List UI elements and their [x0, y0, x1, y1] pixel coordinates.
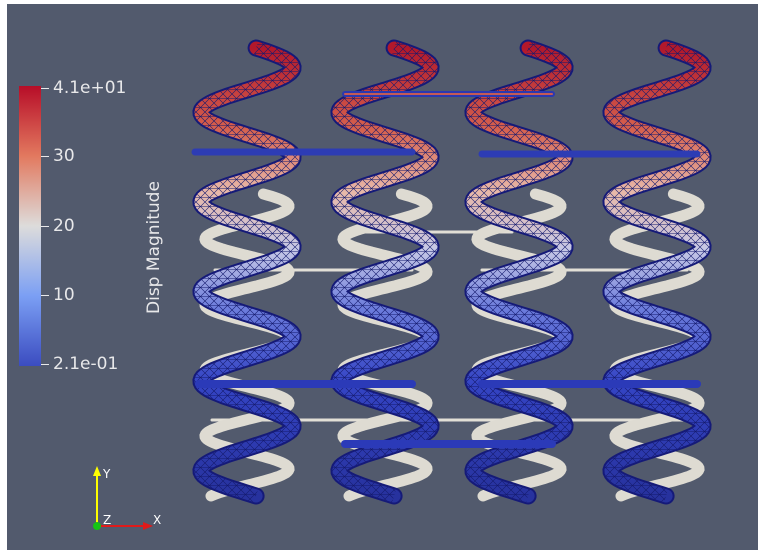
- spring-scene[interactable]: [7, 4, 758, 550]
- deformed-spring-mesh: [604, 41, 710, 503]
- deformed-spring-mesh: [194, 41, 300, 503]
- colorbar-tick: [41, 364, 49, 365]
- z-axis-icon: [93, 522, 101, 530]
- colorbar-max-label: 4.1e+01: [53, 78, 127, 98]
- y-axis-label: Y: [102, 467, 111, 481]
- colorbar-tick: [41, 295, 49, 296]
- z-axis-label: Z: [103, 513, 111, 527]
- deformed-spring-mesh: [466, 41, 572, 503]
- y-axis-arrow-icon: [93, 466, 101, 476]
- colorbar-tick: [41, 226, 49, 227]
- x-axis-label: X: [153, 513, 161, 527]
- colorbar-20-label: 20: [53, 216, 75, 236]
- render-viewport[interactable]: 4.1e+01 30 20 10 2.1e-01 Disp Magnitude …: [7, 4, 758, 550]
- colorbar-min-label: 2.1e-01: [53, 354, 119, 374]
- colorbar-tick: [41, 156, 49, 157]
- orientation-axes-widget: Y Z X: [93, 466, 161, 530]
- deformed-bars: [191, 91, 701, 448]
- colorbar-30-label: 30: [53, 146, 75, 166]
- colorbar-tick: [41, 88, 49, 89]
- color-legend-bar: [19, 86, 41, 366]
- deformed-spring-mesh: [332, 41, 438, 503]
- x-axis-arrow-icon: [143, 522, 153, 530]
- deformed-springs: [192, 39, 712, 505]
- colorbar-title: Disp Magnitude: [144, 181, 164, 314]
- colorbar-10-label: 10: [53, 285, 75, 305]
